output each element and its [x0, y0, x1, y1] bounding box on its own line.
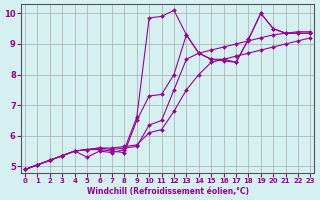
- X-axis label: Windchill (Refroidissement éolien,°C): Windchill (Refroidissement éolien,°C): [87, 187, 249, 196]
